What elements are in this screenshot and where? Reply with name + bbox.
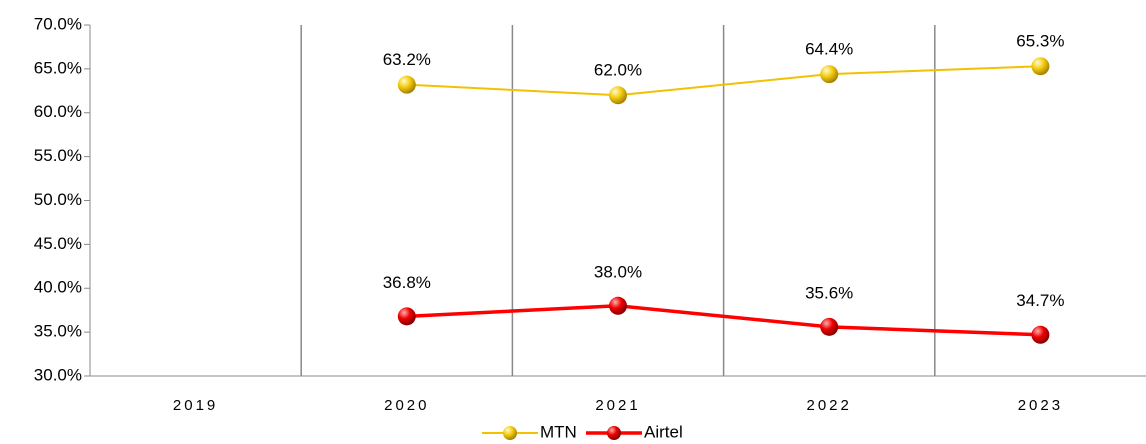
y-tick-label: 60.0% [34, 102, 82, 121]
x-tick-label: 2021 [595, 397, 640, 414]
y-tick-label: 45.0% [34, 234, 82, 253]
legend-marker [503, 426, 517, 440]
x-tick-label: 2022 [807, 397, 852, 414]
data-label: 35.6% [805, 283, 853, 302]
y-tick-label: 55.0% [34, 146, 82, 165]
point [820, 65, 839, 84]
y-tick-label: 50.0% [34, 190, 82, 209]
data-label: 63.2% [383, 50, 431, 69]
x-tick-label: 2023 [1018, 397, 1063, 414]
y-tick-label: 70.0% [34, 14, 82, 33]
point [397, 75, 416, 94]
y-tick-label: 30.0% [34, 365, 82, 384]
point [820, 317, 839, 336]
point [1031, 325, 1050, 344]
series-line [406, 304, 1041, 337]
data-label: 64.4% [805, 40, 853, 59]
y-tick-label: 35.0% [34, 322, 82, 341]
data-label: 65.3% [1016, 32, 1064, 51]
y-tick-label: 65.0% [34, 58, 82, 77]
legend-marker [607, 426, 621, 440]
data-label: 38.0% [594, 262, 642, 281]
series-line [406, 65, 1041, 97]
point [609, 296, 627, 315]
legend-label: MTN [540, 422, 577, 441]
legend-label: Airtel [644, 422, 683, 441]
y-tick-label: 40.0% [34, 278, 82, 297]
point [1031, 57, 1050, 76]
point [397, 307, 416, 326]
x-tick-label: 2020 [384, 397, 429, 414]
data-label: 34.7% [1016, 291, 1064, 310]
data-label: 62.0% [594, 61, 642, 80]
x-tick-label: 2019 [173, 397, 218, 414]
point [609, 86, 627, 105]
data-label: 36.8% [383, 273, 431, 292]
